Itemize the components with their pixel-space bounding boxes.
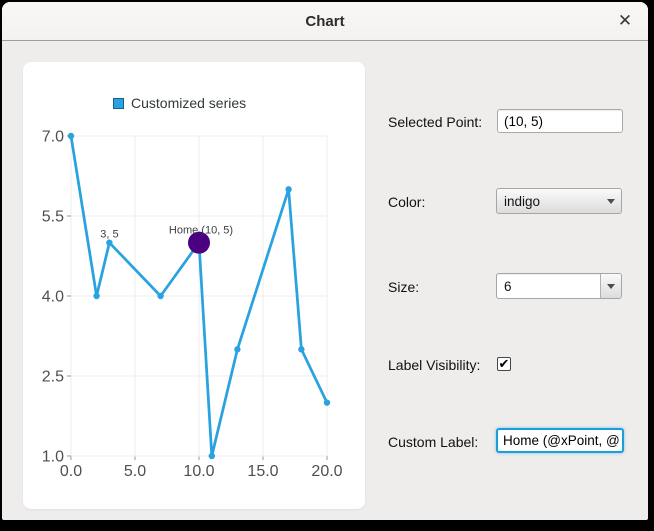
color-dropdown-value: indigo (504, 193, 541, 209)
size-label: Size: (388, 279, 420, 295)
custom-label-value: Home (@xPoint, @ (503, 433, 620, 448)
selected-point-label: Selected Point: (388, 114, 483, 130)
dropdown-arrow-zone (601, 189, 621, 213)
svg-text:5.5: 5.5 (42, 209, 64, 226)
titlebar: Chart ✕ (2, 2, 648, 41)
svg-text:20.0: 20.0 (311, 463, 342, 480)
color-label: Color: (388, 194, 426, 210)
svg-text:5.0: 5.0 (124, 463, 146, 480)
legend-label: Customized series (131, 95, 247, 111)
svg-text:3, 5: 3, 5 (100, 229, 118, 241)
size-combobox-value: 6 (504, 278, 512, 294)
svg-text:1.0: 1.0 (42, 449, 64, 466)
legend-swatch-icon (113, 97, 124, 109)
svg-text:2.5: 2.5 (42, 369, 64, 386)
chart-card: Customized series 0.0 5.0 10.0 15.0 20.0 1.0 2… (23, 62, 365, 509)
app-window: Chart ✕ Customized series 0.0 5.0 10.0 15.0… (2, 2, 648, 520)
close-button[interactable]: ✕ (610, 6, 640, 36)
size-dropdown-button[interactable] (600, 274, 621, 298)
svg-text:4.0: 4.0 (42, 289, 64, 306)
checkbox-check-icon: ✔ (498, 355, 510, 371)
window-title: Chart (305, 12, 345, 30)
svg-text:Home (10, 5): Home (10, 5) (169, 225, 233, 237)
svg-text:15.0: 15.0 (247, 463, 278, 480)
line-chart[interactable]: 0.0 5.0 10.0 15.0 20.0 1.0 2.5 4.0 5.5 7.0 3, 5 Hom… (23, 62, 365, 509)
svg-text:0.0: 0.0 (60, 463, 82, 480)
custom-label-label: Custom Label: (388, 434, 479, 450)
svg-text:10.0: 10.0 (183, 463, 214, 480)
label-visibility-label: Label Visibility: (388, 357, 481, 373)
label-visibility-checkbox[interactable]: ✔ (497, 357, 511, 371)
selected-point-input[interactable]: (10, 5) (497, 109, 623, 133)
chart-legend: Customized series (113, 95, 246, 111)
window-content: Customized series 0.0 5.0 10.0 15.0 20.0 1.0 2… (2, 41, 648, 520)
svg-text:7.0: 7.0 (42, 129, 64, 146)
size-combobox[interactable]: 6 (496, 273, 622, 299)
custom-label-input[interactable]: Home (@xPoint, @ (496, 428, 624, 453)
color-dropdown[interactable]: indigo (496, 188, 622, 214)
selected-point-value: (10, 5) (504, 113, 544, 129)
chevron-down-icon (607, 198, 615, 204)
chevron-down-icon (607, 283, 615, 289)
close-icon: ✕ (617, 11, 633, 30)
